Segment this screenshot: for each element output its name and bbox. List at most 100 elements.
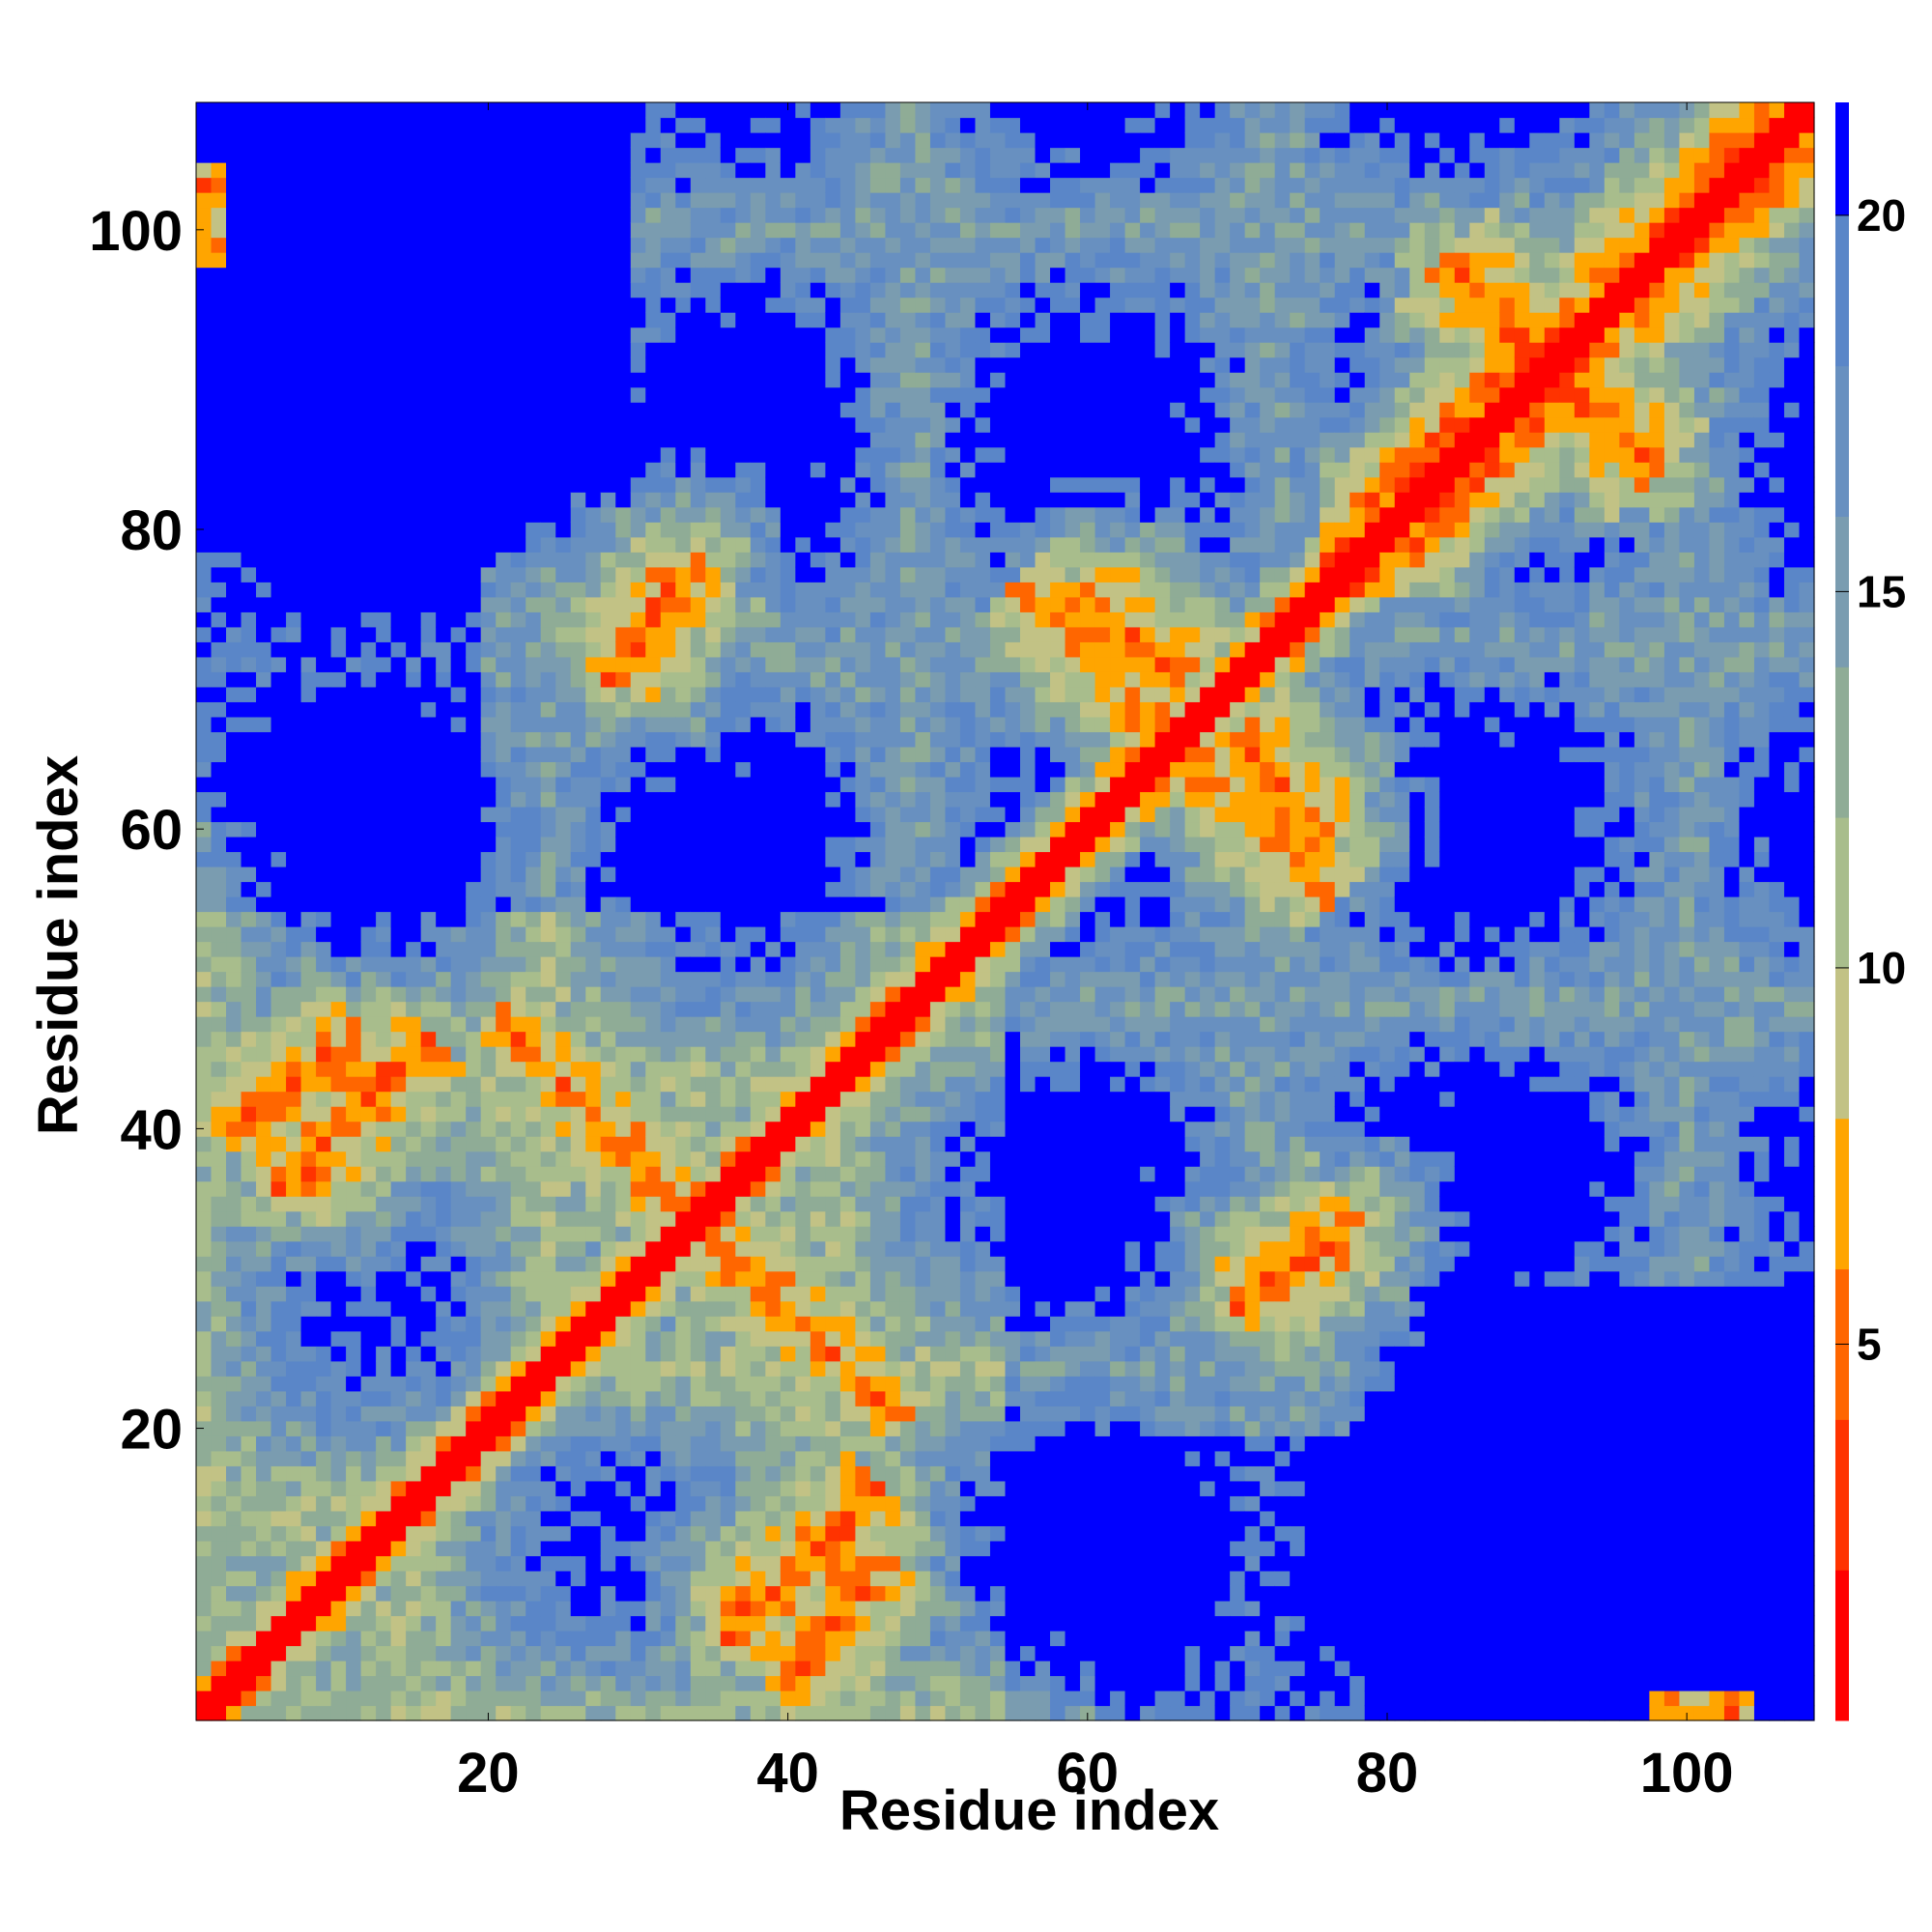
heatmap-cell — [196, 1136, 213, 1152]
heatmap-cell — [600, 1615, 616, 1632]
heatmap-cell — [480, 1061, 497, 1077]
heatmap-cell — [286, 1166, 302, 1182]
heatmap-cell — [810, 402, 826, 418]
heatmap-cell — [226, 1510, 242, 1526]
heatmap-cell — [750, 1570, 766, 1587]
heatmap-cell — [406, 1675, 422, 1691]
heatmap-cell — [330, 162, 347, 179]
heatmap-cell — [839, 1495, 857, 1512]
heatmap-cell — [540, 1031, 556, 1047]
heatmap-cell — [390, 1031, 407, 1047]
heatmap-cell — [750, 1046, 766, 1063]
heatmap-cell — [196, 1166, 213, 1182]
heatmap-cell — [825, 252, 841, 269]
heatmap-cell — [839, 1645, 857, 1662]
heatmap-cell — [376, 1031, 392, 1047]
heatmap-cell — [211, 1166, 227, 1182]
heatmap-cell — [376, 192, 392, 209]
heatmap-cell — [690, 1406, 706, 1422]
heatmap-cell — [540, 641, 556, 658]
heatmap-cell — [869, 237, 887, 253]
heatmap-cell — [615, 1226, 632, 1242]
heatmap-cell — [735, 252, 752, 269]
heatmap-cell — [825, 1196, 841, 1212]
heatmap-cell — [869, 476, 887, 493]
heatmap-cell — [780, 132, 796, 149]
heatmap-cell — [450, 1001, 467, 1017]
heatmap-cell — [720, 911, 736, 927]
heatmap-cell — [376, 656, 392, 672]
heatmap-cell — [480, 895, 497, 913]
heatmap-cell — [450, 1390, 467, 1406]
heatmap-cell — [780, 1316, 796, 1332]
heatmap-cell — [750, 686, 766, 702]
heatmap-cell — [211, 506, 227, 523]
heatmap-cell — [660, 566, 676, 582]
heatmap-cell — [690, 1210, 706, 1227]
heatmap-cell — [316, 432, 332, 448]
heatmap-cell — [765, 1151, 781, 1167]
heatmap-cell — [226, 1121, 242, 1137]
heatmap-cell — [346, 1705, 362, 1721]
heatmap-cell — [420, 1675, 437, 1691]
heatmap-cell — [196, 791, 213, 808]
heatmap-cell — [226, 356, 242, 373]
heatmap-cell — [390, 282, 407, 298]
heatmap-cell — [346, 312, 362, 328]
heatmap-cell — [690, 1360, 706, 1377]
heatmap-cell — [480, 267, 497, 283]
heatmap-cell — [615, 1346, 632, 1362]
heatmap-cell — [660, 476, 676, 493]
heatmap-cell — [450, 911, 467, 927]
heatmap-cell — [630, 1001, 646, 1017]
heatmap-cell — [270, 1031, 287, 1047]
heatmap-cell — [839, 1585, 857, 1602]
heatmap-cell — [855, 716, 871, 732]
heatmap-cell — [256, 566, 272, 582]
heatmap-cell — [795, 821, 811, 838]
heatmap-cell — [450, 402, 467, 418]
heatmap-cell — [256, 416, 272, 433]
heatmap-cell — [855, 536, 871, 553]
heatmap-cell — [496, 252, 512, 269]
heatmap-cell — [406, 1420, 422, 1436]
heatmap-cell — [600, 1240, 616, 1257]
heatmap-cell — [570, 761, 586, 778]
heatmap-cell — [466, 1510, 482, 1526]
heatmap-cell — [585, 895, 602, 913]
heatmap-cell — [286, 192, 302, 209]
heatmap-cell — [316, 821, 332, 838]
heatmap-cell — [526, 1240, 542, 1257]
heatmap-cell — [360, 971, 377, 987]
heatmap-cell — [765, 1210, 781, 1227]
heatmap-cell — [211, 716, 227, 732]
heatmap-cell — [420, 1001, 437, 1017]
heatmap-cell — [526, 237, 542, 253]
heatmap-cell — [615, 941, 632, 957]
heatmap-cell — [869, 1180, 887, 1197]
heatmap-cell — [735, 701, 752, 718]
heatmap-cell — [406, 552, 422, 568]
heatmap-cell — [615, 1406, 632, 1422]
heatmap-cell — [480, 836, 497, 853]
heatmap-cell — [510, 1300, 526, 1317]
heatmap-cell — [630, 1630, 646, 1647]
heatmap-cell — [855, 506, 871, 523]
heatmap-cell — [780, 1046, 796, 1063]
heatmap-cell — [600, 1630, 616, 1647]
heatmap-cell — [839, 641, 857, 658]
heatmap-cell — [630, 911, 646, 927]
heatmap-cell — [466, 506, 482, 523]
heatmap-cell — [839, 1300, 857, 1317]
heatmap-cell — [480, 282, 497, 298]
heatmap-cell — [241, 656, 257, 672]
heatmap-cell — [496, 1031, 512, 1047]
heatmap-cell — [540, 267, 556, 283]
heatmap-cell — [510, 252, 526, 269]
heatmap-cell — [630, 1615, 646, 1632]
heatmap-cell — [855, 1136, 871, 1152]
heatmap-cell — [630, 252, 646, 269]
heatmap-cell — [496, 1226, 512, 1242]
heatmap-cell — [555, 506, 572, 523]
heatmap-cell — [585, 1270, 602, 1287]
